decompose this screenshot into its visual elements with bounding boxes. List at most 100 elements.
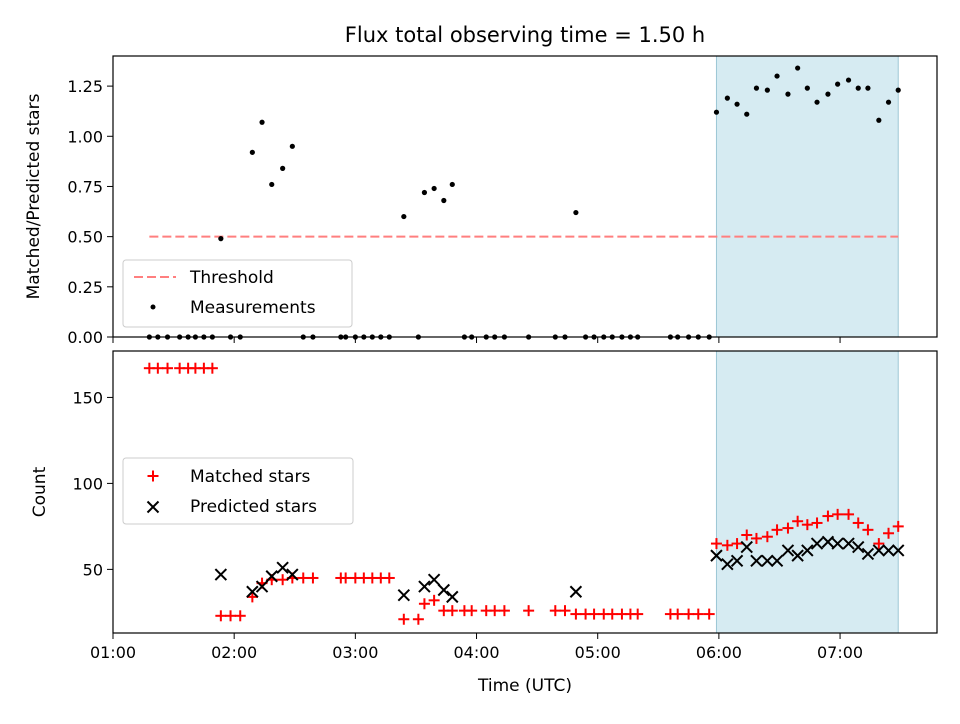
matched-star-point xyxy=(721,539,733,551)
measurement-point xyxy=(795,65,801,71)
bottom-y-axis-label: Count xyxy=(30,466,50,517)
matched-star-point xyxy=(277,574,289,586)
legend-measurements-swatch xyxy=(150,304,156,310)
predicted-star-point xyxy=(892,544,905,557)
legend-predicted-marker xyxy=(146,500,160,514)
top-x-ticks xyxy=(112,337,841,343)
bottom-axes-frame xyxy=(112,350,938,634)
matched-stars-points xyxy=(143,362,904,625)
top-y-tick-label: 0.50 xyxy=(67,228,103,247)
matched-star-point xyxy=(822,510,834,522)
predicted-star-point xyxy=(761,554,774,567)
bottom-x-ticks: 01:00 02:00 03:00 04:00 05:00 06:00 07:00 xyxy=(90,633,863,662)
predicted-star-point xyxy=(446,590,459,604)
predicted-star-point xyxy=(418,580,431,593)
matched-star-point xyxy=(446,605,458,617)
measurement-point xyxy=(724,95,730,101)
bottom-y-tick-label: 150 xyxy=(72,388,103,407)
matched-star-point xyxy=(498,605,510,617)
measurement-point xyxy=(449,181,455,188)
matched-star-point xyxy=(811,517,823,529)
matched-star-point xyxy=(466,605,478,617)
matched-star-point xyxy=(771,524,783,536)
predicted-stars-points xyxy=(214,535,905,604)
top-highlight-span xyxy=(715,55,899,338)
x-tick-label: 07:00 xyxy=(817,643,863,662)
bottom-legend: Matched stars Predicted stars xyxy=(122,457,354,525)
matched-star-point xyxy=(672,608,684,620)
matched-star-point xyxy=(340,572,352,584)
measurement-point xyxy=(401,213,407,220)
measurement-point xyxy=(744,111,750,117)
matched-star-point xyxy=(883,527,895,539)
x-tick-label: 01:00 xyxy=(90,643,136,662)
x-tick-label: 02:00 xyxy=(211,643,257,662)
matched-star-point xyxy=(234,610,246,622)
bottom-y-ticks: 50 100 150 xyxy=(72,388,113,579)
predicted-star-point xyxy=(214,568,228,581)
bottom-y-tick-label: 50 xyxy=(83,560,103,579)
matched-star-point xyxy=(215,610,227,622)
top-y-tick-label: 0.25 xyxy=(67,278,103,297)
matched-star-point xyxy=(549,605,561,617)
predicted-star-point xyxy=(821,535,835,549)
predicted-star-point xyxy=(861,547,875,561)
x-axis-label: Time (UTC) xyxy=(477,676,572,696)
predicted-star-point xyxy=(740,540,753,554)
top-y-tick-label: 0.00 xyxy=(67,328,103,347)
predicted-star-point xyxy=(842,537,855,550)
matched-star-point xyxy=(741,529,753,541)
measurement-point xyxy=(734,101,740,107)
matched-star-point xyxy=(692,608,704,620)
measurement-point xyxy=(259,119,265,125)
top-y-ticks: 0.00 0.25 0.50 0.75 1.00 1.25 xyxy=(67,77,113,347)
predicted-star-point xyxy=(246,585,259,598)
matched-star-point xyxy=(843,508,855,520)
legend-matched-label: Matched stars xyxy=(190,467,310,487)
measurement-point xyxy=(753,85,760,91)
matched-star-point xyxy=(606,608,618,620)
predicted-star-point xyxy=(730,554,744,567)
matched-star-point xyxy=(792,515,804,527)
top-y-axis-label: Matched/Predicted stars xyxy=(24,93,44,299)
measurement-point xyxy=(876,117,882,123)
measurement-point xyxy=(825,91,831,97)
predicted-star-point xyxy=(427,573,441,586)
matched-star-point xyxy=(782,522,794,534)
measurement-point xyxy=(421,189,428,196)
measurement-point xyxy=(573,209,579,216)
matched-star-point xyxy=(801,519,813,531)
bottom-highlight-span xyxy=(715,350,899,634)
measurement-point xyxy=(785,91,791,97)
matched-star-point xyxy=(703,608,715,620)
predicted-star-point xyxy=(872,544,886,557)
measurement-point xyxy=(218,236,224,242)
measurement-point xyxy=(431,185,437,192)
matched-star-point xyxy=(570,608,582,620)
matched-star-point xyxy=(862,524,874,536)
measurement-point xyxy=(280,165,286,171)
measurement-point xyxy=(804,85,810,91)
measurement-point xyxy=(249,149,255,155)
x-tick-label: 04:00 xyxy=(453,643,499,662)
matched-star-point xyxy=(588,608,600,620)
matched-star-point xyxy=(873,538,885,550)
measurement-point xyxy=(814,99,820,105)
matched-star-point xyxy=(162,362,174,374)
top-y-tick-label: 0.75 xyxy=(67,177,103,196)
predicted-star-point xyxy=(265,570,278,583)
predicted-star-point xyxy=(437,583,451,597)
matched-star-point xyxy=(383,572,395,584)
matched-star-point xyxy=(761,531,773,543)
measurement-point xyxy=(764,87,770,93)
matched-star-point xyxy=(225,610,237,622)
chart-title: Flux total observing time = 1.50 h xyxy=(345,23,705,47)
matched-star-point xyxy=(852,517,864,529)
measurement-point xyxy=(855,85,861,91)
matched-star-point xyxy=(559,605,571,617)
x-tick-label: 05:00 xyxy=(575,643,621,662)
top-legend: Threshold Measurements xyxy=(122,259,353,328)
matched-star-point xyxy=(489,605,501,617)
